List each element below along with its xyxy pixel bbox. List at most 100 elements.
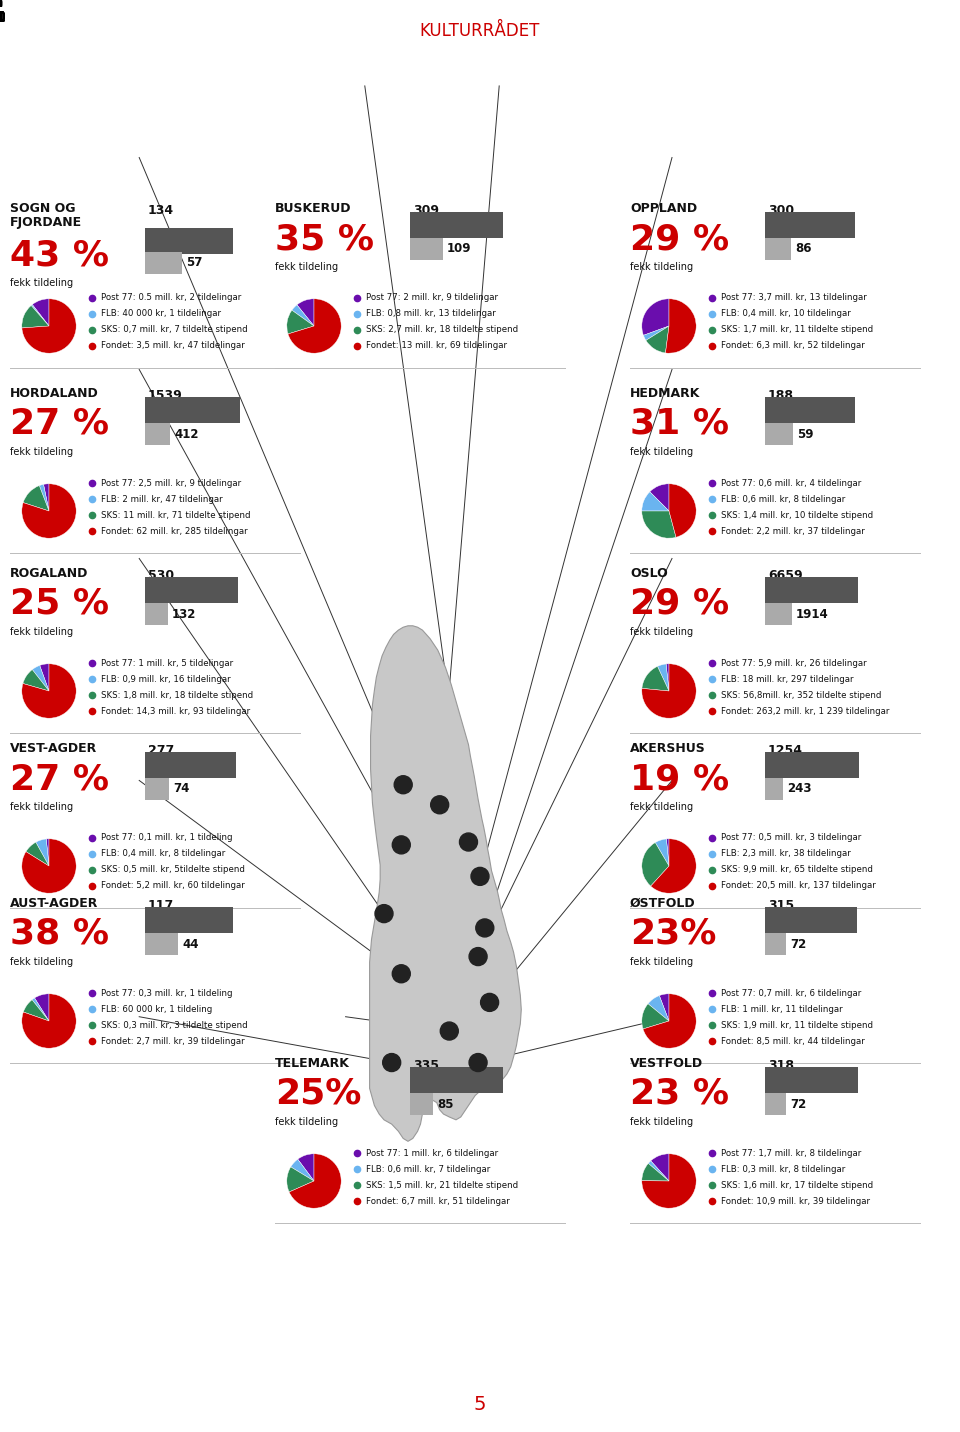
Text: SKS: 2,7 mill. kr, 18 tildelte stipend: SKS: 2,7 mill. kr, 18 tildelte stipend bbox=[366, 325, 518, 335]
Text: FLB: 18 mill. kr, 297 tildelingar: FLB: 18 mill. kr, 297 tildelingar bbox=[721, 674, 853, 683]
Text: 43 %: 43 % bbox=[10, 238, 109, 272]
Wedge shape bbox=[23, 1000, 49, 1021]
Wedge shape bbox=[31, 305, 49, 326]
Wedge shape bbox=[39, 664, 49, 692]
Bar bbox=[765, 1067, 857, 1093]
Wedge shape bbox=[642, 491, 669, 511]
Text: Post 77: 1 mill. kr, 6 tildelingar: Post 77: 1 mill. kr, 6 tildelingar bbox=[366, 1148, 498, 1157]
Polygon shape bbox=[370, 626, 521, 1141]
Wedge shape bbox=[289, 1154, 341, 1209]
Text: 29 %: 29 % bbox=[630, 222, 730, 256]
Text: 72: 72 bbox=[790, 938, 806, 951]
Text: 44: 44 bbox=[182, 938, 199, 951]
Bar bbox=[145, 397, 240, 422]
Wedge shape bbox=[643, 326, 669, 341]
Text: fekk tildeling: fekk tildeling bbox=[10, 278, 73, 288]
Wedge shape bbox=[660, 994, 669, 1021]
Wedge shape bbox=[292, 305, 314, 326]
Text: SOGN OG: SOGN OG bbox=[10, 202, 76, 215]
Bar bbox=[145, 422, 171, 445]
Wedge shape bbox=[642, 299, 669, 335]
Text: fekk tildeling: fekk tildeling bbox=[630, 262, 693, 272]
Text: Post 77: 2,5 mill. kr, 9 tildelingar: Post 77: 2,5 mill. kr, 9 tildelingar bbox=[101, 478, 241, 487]
Wedge shape bbox=[32, 998, 49, 1021]
Bar bbox=[765, 1093, 786, 1116]
Text: FLB: 2,3 mill. kr, 38 tildelingar: FLB: 2,3 mill. kr, 38 tildelingar bbox=[721, 849, 851, 859]
Text: Post 77: 0,1 mill. kr, 1 tildeling: Post 77: 0,1 mill. kr, 1 tildeling bbox=[101, 833, 232, 842]
Wedge shape bbox=[666, 664, 669, 692]
Bar bbox=[145, 228, 233, 253]
Text: 335: 335 bbox=[413, 1060, 439, 1073]
Text: HEDMARK: HEDMARK bbox=[630, 387, 701, 400]
Wedge shape bbox=[651, 1154, 669, 1181]
Text: SKS: 1,4 mill. kr, 10 tildelte stipend: SKS: 1,4 mill. kr, 10 tildelte stipend bbox=[721, 510, 874, 520]
Text: 109: 109 bbox=[446, 242, 471, 255]
Text: 243: 243 bbox=[787, 782, 812, 796]
Text: 23 %: 23 % bbox=[630, 1077, 729, 1111]
Text: 5: 5 bbox=[473, 1395, 487, 1413]
Bar bbox=[765, 934, 786, 955]
Text: SKS: 1,9 mill. kr, 11 tildelte stipend: SKS: 1,9 mill. kr, 11 tildelte stipend bbox=[721, 1021, 873, 1030]
Text: fekk tildeling: fekk tildeling bbox=[275, 1117, 338, 1127]
Text: Fondet: 263,2 mill. kr, 1 239 tildelingar: Fondet: 263,2 mill. kr, 1 239 tildelinga… bbox=[721, 706, 889, 716]
Text: 38 %: 38 % bbox=[10, 916, 109, 951]
Bar bbox=[145, 778, 169, 800]
Text: fekk tildeling: fekk tildeling bbox=[10, 957, 73, 967]
Text: 309: 309 bbox=[413, 203, 439, 218]
Wedge shape bbox=[642, 1004, 669, 1030]
Text: 35 %: 35 % bbox=[275, 222, 374, 256]
Wedge shape bbox=[642, 842, 669, 886]
Bar bbox=[765, 422, 793, 445]
Circle shape bbox=[481, 994, 498, 1011]
Text: 1539: 1539 bbox=[148, 390, 182, 402]
Bar bbox=[145, 934, 178, 955]
Wedge shape bbox=[646, 326, 669, 352]
Bar bbox=[765, 603, 792, 624]
Text: 6659: 6659 bbox=[768, 569, 803, 581]
Circle shape bbox=[460, 833, 477, 851]
Text: Post 77: 3,7 mill. kr, 13 tildelingar: Post 77: 3,7 mill. kr, 13 tildelingar bbox=[721, 294, 867, 302]
Wedge shape bbox=[651, 839, 696, 894]
Text: Fondet: 10,9 mill. kr, 39 tildelingar: Fondet: 10,9 mill. kr, 39 tildelingar bbox=[721, 1197, 870, 1206]
Circle shape bbox=[395, 776, 412, 793]
Text: 530: 530 bbox=[148, 569, 174, 581]
Wedge shape bbox=[46, 839, 49, 866]
Text: 74: 74 bbox=[174, 782, 190, 796]
Text: FLB: 0,6 mill. kr, 7 tildelingar: FLB: 0,6 mill. kr, 7 tildelingar bbox=[366, 1164, 491, 1173]
Circle shape bbox=[441, 1022, 458, 1040]
Circle shape bbox=[383, 1054, 400, 1071]
Wedge shape bbox=[35, 994, 49, 1021]
Text: 57: 57 bbox=[186, 256, 203, 269]
Bar bbox=[410, 1067, 503, 1093]
Text: fekk tildeling: fekk tildeling bbox=[275, 262, 338, 272]
Text: 23%: 23% bbox=[630, 916, 716, 951]
Text: HORDALAND: HORDALAND bbox=[10, 387, 99, 400]
Wedge shape bbox=[642, 1154, 696, 1209]
Wedge shape bbox=[656, 839, 669, 866]
Text: Fondet: 8,5 mill. kr, 44 tildelingar: Fondet: 8,5 mill. kr, 44 tildelingar bbox=[721, 1037, 865, 1045]
Text: 188: 188 bbox=[768, 390, 794, 402]
Text: OSLO: OSLO bbox=[630, 567, 668, 580]
Wedge shape bbox=[666, 839, 669, 866]
Text: fekk tildeling: fekk tildeling bbox=[630, 1117, 693, 1127]
Text: Post 77: 5,9 mill. kr, 26 tildelingar: Post 77: 5,9 mill. kr, 26 tildelingar bbox=[721, 659, 867, 667]
Text: FLB: 2 mill. kr, 47 tildelingar: FLB: 2 mill. kr, 47 tildelingar bbox=[101, 494, 223, 504]
Text: fekk tildeling: fekk tildeling bbox=[10, 627, 73, 637]
Text: ØSTFOLD: ØSTFOLD bbox=[630, 896, 696, 909]
Text: Post 77: 0,7 mill. kr, 6 tildelingar: Post 77: 0,7 mill. kr, 6 tildelingar bbox=[721, 988, 861, 998]
Wedge shape bbox=[648, 995, 669, 1021]
Text: 117: 117 bbox=[148, 899, 175, 912]
Wedge shape bbox=[22, 299, 76, 354]
Bar bbox=[765, 397, 854, 422]
Text: Post 77: 0.5 mill. kr, 2 tildelingar: Post 77: 0.5 mill. kr, 2 tildelingar bbox=[101, 294, 241, 302]
Wedge shape bbox=[291, 1158, 314, 1181]
Text: fekk tildeling: fekk tildeling bbox=[630, 957, 693, 967]
Text: 315: 315 bbox=[768, 899, 794, 912]
Wedge shape bbox=[287, 311, 314, 334]
Wedge shape bbox=[23, 670, 49, 692]
Circle shape bbox=[375, 905, 393, 922]
Text: 1254: 1254 bbox=[768, 745, 803, 758]
Wedge shape bbox=[297, 299, 314, 326]
Bar bbox=[145, 577, 238, 603]
Text: Post 77: 2 mill. kr, 9 tildelingar: Post 77: 2 mill. kr, 9 tildelingar bbox=[366, 294, 498, 302]
